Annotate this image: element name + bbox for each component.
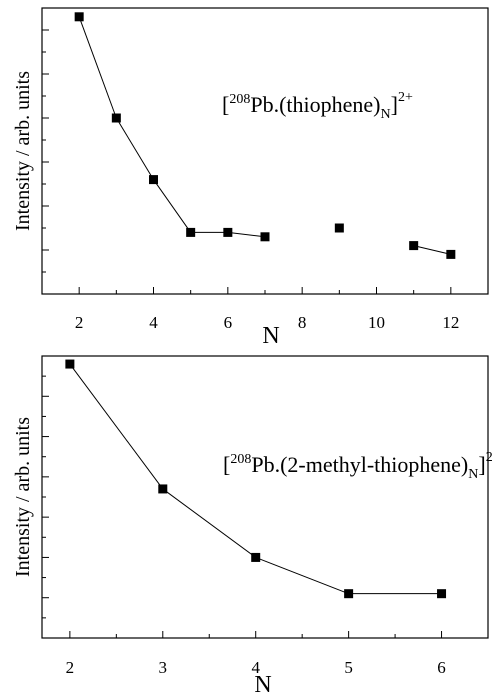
data-point-marker [260,232,270,242]
x-axis-label: N [254,672,271,698]
data-point-marker [334,223,344,233]
data-point-marker [437,589,447,599]
series-line-segment [78,16,117,119]
data-point-marker [409,241,419,251]
plot-frame [41,7,489,295]
series-lines [78,16,451,255]
annotation-species: Pb.(thiophene) [250,92,380,117]
series-line-segment [162,488,257,558]
annotation-subscript: N [380,107,390,122]
data-point-marker [186,227,196,237]
data-point-marker [446,249,456,259]
x-tick-label: 12 [442,313,459,332]
x-tick-label: 4 [149,313,158,332]
x-tick-label: 2 [66,658,75,677]
series-lines [69,363,442,595]
data-point-marker [158,484,168,494]
series-line-segment [115,117,154,180]
y-axis-label: Intensity / arb. units [12,417,34,577]
plot-frame [41,355,489,639]
y-axis-ticks [42,7,49,295]
species-annotation: [208Pb.(thiophene)N]2+ [222,90,413,122]
x-axis-ticks: 2 4 6 8 10 12 [41,287,489,332]
annotation-open-bracket: [ [222,92,229,117]
annotation-charge: 2+ [486,450,493,465]
y-axis-label: Intensity / arb. units [12,71,34,231]
annotation-charge: 2+ [398,90,413,105]
x-tick-label: 2 [75,313,84,332]
x-axis-ticks: 2 3 4 5 6 [66,631,489,677]
data-point-marker [74,12,84,22]
x-tick-label: 8 [298,313,307,332]
x-axis-label: N [262,323,279,349]
x-tick-label: 5 [344,658,353,677]
data-point-marker [111,113,121,123]
chart-panel-thiophene: 2 4 6 8 10 12 Intensity / arb. units N [208Pb… [12,7,489,349]
series-markers [74,12,456,259]
x-tick-label: 3 [159,658,168,677]
x-tick-label: 6 [224,313,233,332]
x-tick-label: 6 [437,658,446,677]
y-axis-ticks [42,355,49,639]
series-markers [65,359,447,599]
chart-panel-methyl-thiophene: 2 3 4 5 6 Intensity / arb. units N [208Pb.(2… [12,355,493,698]
annotation-isotope: 208 [229,92,250,107]
series-line-segment [153,179,192,233]
data-point-marker [344,589,354,599]
series-line-segment [255,556,349,595]
data-point-marker [251,552,261,562]
annotation-close-bracket: ] [391,92,398,117]
x-tick-label: 10 [368,313,385,332]
data-point-marker [223,227,233,237]
data-point-marker [65,359,75,369]
data-point-marker [149,175,158,185]
annotation-isotope: 208 [230,452,251,467]
series-line-segment [227,231,266,238]
series-line-segment [69,363,164,490]
annotation-open-bracket: [ [223,452,230,477]
x-tick-label: 4 [251,658,260,677]
annotation-species: Pb.(2-methyl-thiophene) [251,452,468,477]
species-annotation: [208Pb.(2-methyl-thiophene)N]2+ [223,450,493,482]
annotation-close-bracket: ] [478,452,485,477]
series-line-segment [413,245,451,255]
annotation-subscript: N [468,467,478,482]
